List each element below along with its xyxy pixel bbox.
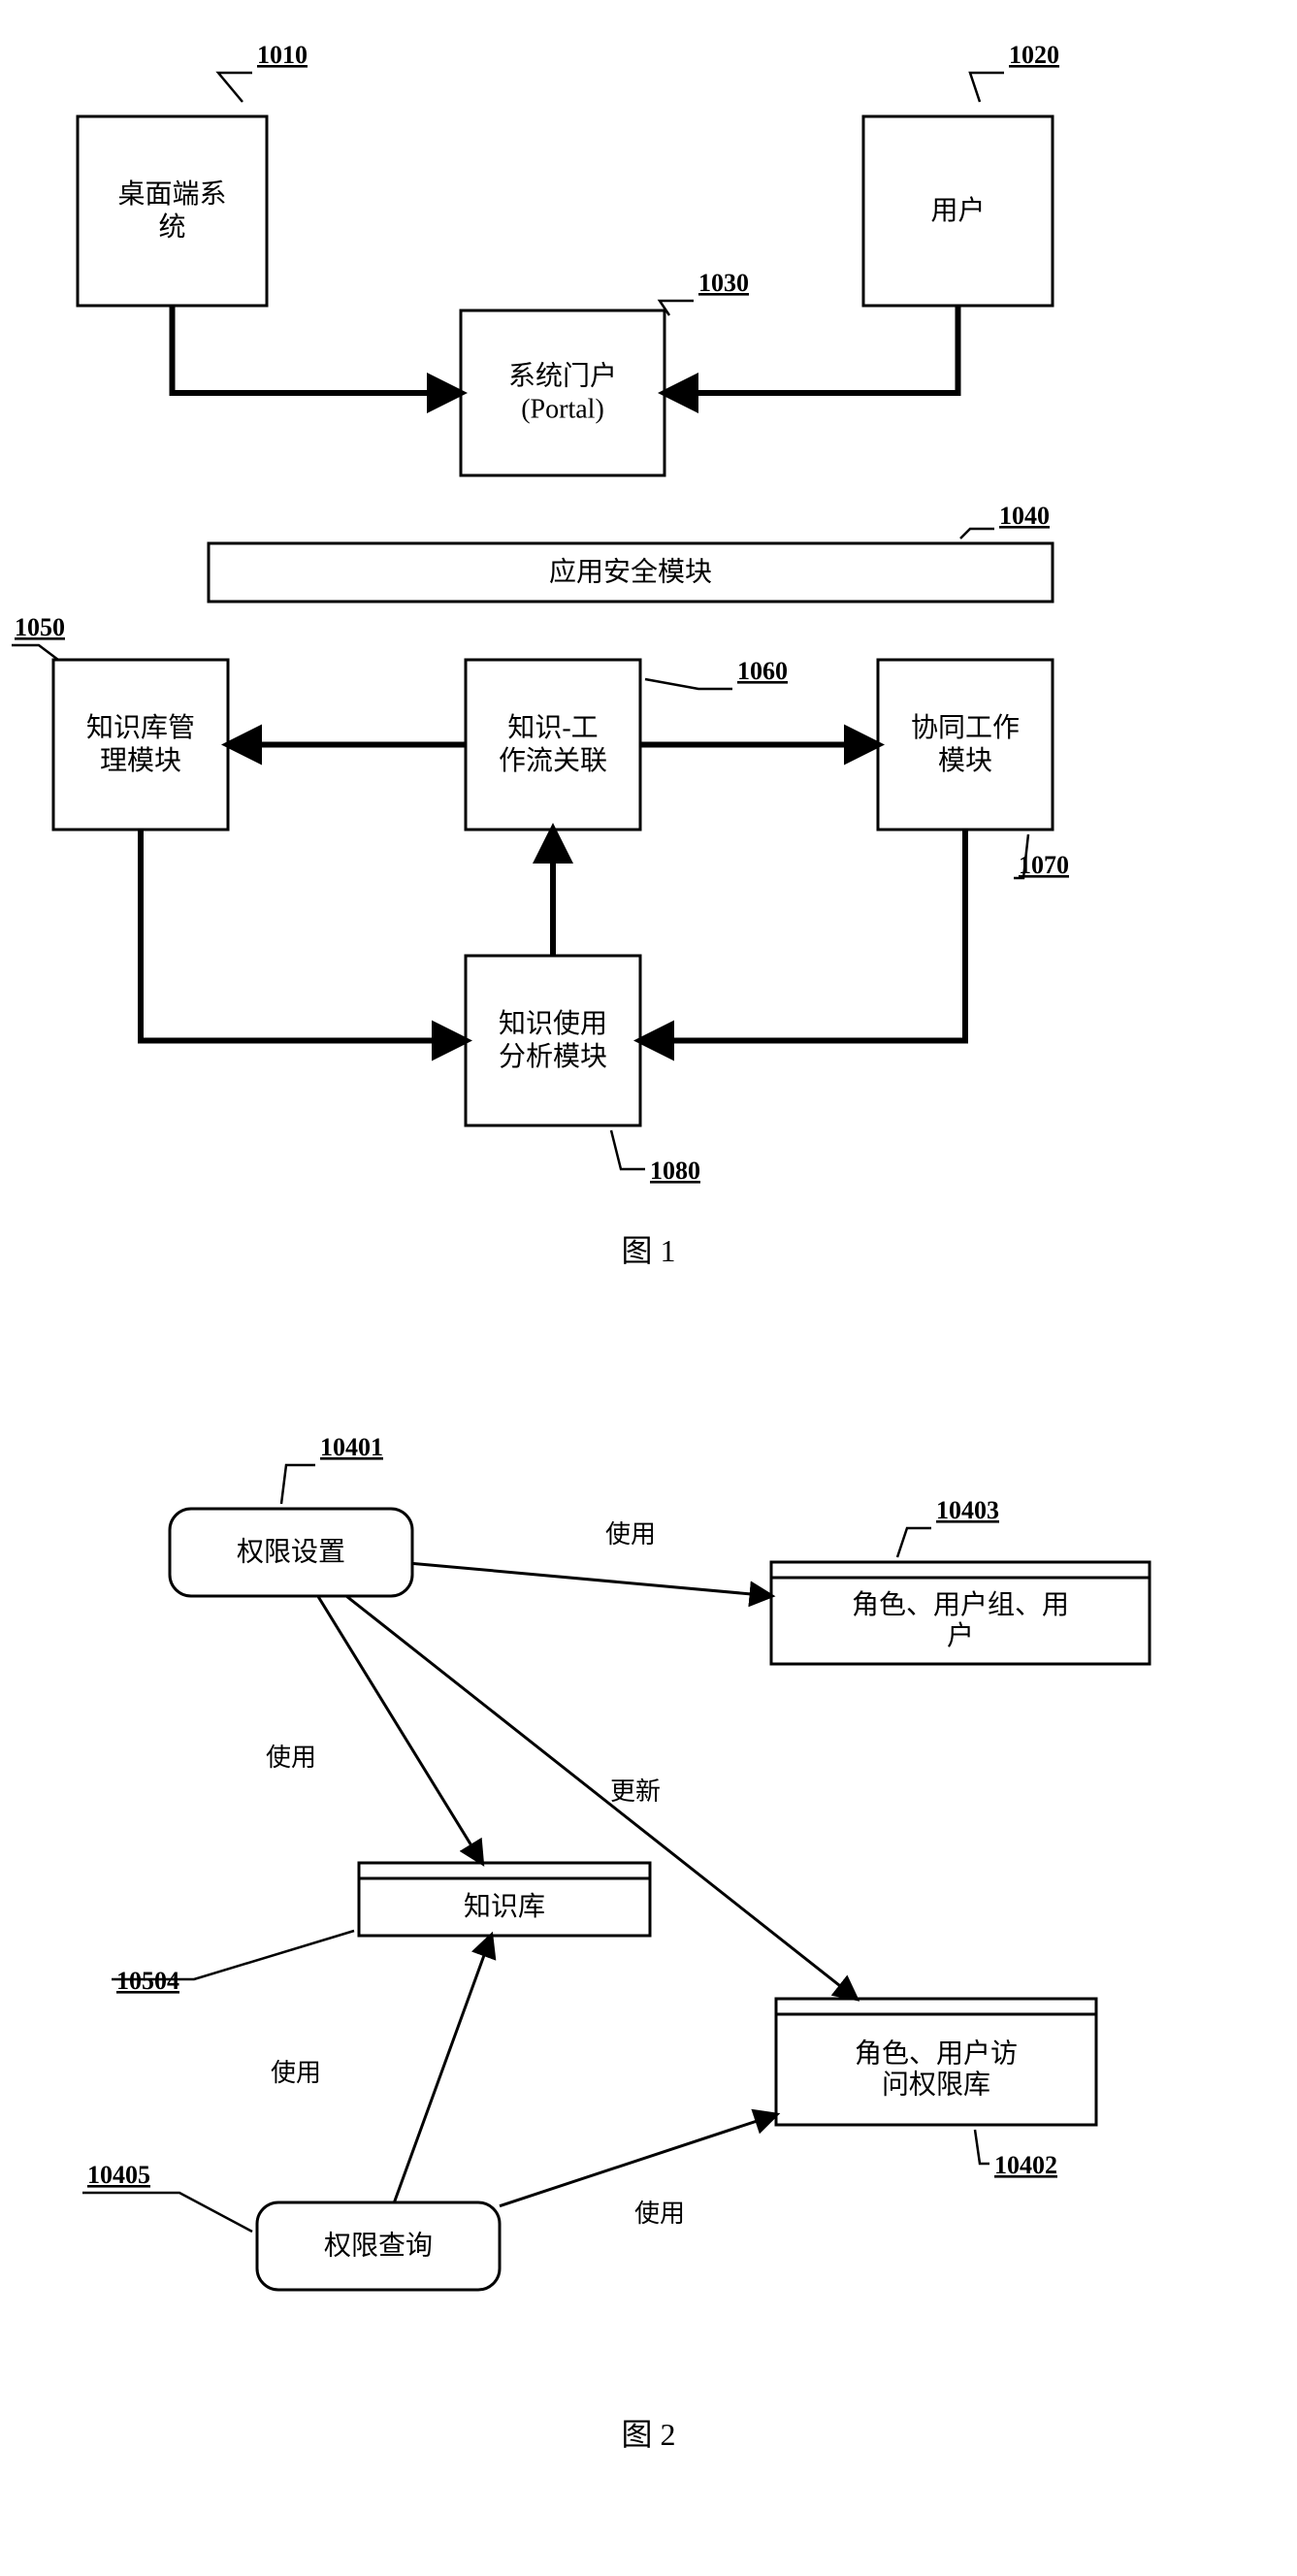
leader: 1080 [611,1130,700,1185]
node-portal: 系统门户(Portal) [461,310,665,475]
node-perm_set: 权限设置 [170,1509,412,1596]
arrow [394,1936,491,2202]
svg-text:10402: 10402 [994,2151,1057,2179]
svg-text:1070: 1070 [1019,851,1069,879]
svg-text:10405: 10405 [87,2161,150,2189]
svg-text:知识库: 知识库 [464,1891,545,1922]
svg-text:1050: 1050 [15,613,65,641]
arrow [141,830,466,1041]
svg-text:(Portal): (Portal) [521,395,604,425]
svg-text:分析模块: 分析模块 [499,1041,607,1072]
leader: 1070 [1014,834,1069,879]
svg-text:1040: 1040 [999,502,1050,530]
svg-text:使用: 使用 [271,2059,321,2087]
svg-text:权限设置: 权限设置 [237,1537,345,1568]
svg-text:理模块: 理模块 [100,745,181,776]
svg-text:10401: 10401 [320,1433,383,1461]
svg-text:使用: 使用 [266,1744,316,1772]
arrow [412,1563,771,1596]
svg-text:统: 统 [158,212,185,243]
arrow [318,1596,482,1863]
svg-text:角色、用户组、用: 角色、用户组、用 [852,1589,1069,1620]
leader: 10401 [281,1433,383,1504]
svg-text:协同工作: 协同工作 [911,712,1020,743]
leader: 10405 [82,2161,252,2232]
arrow [640,830,965,1041]
node-roles: 角色、用户组、用户 [771,1562,1150,1664]
svg-text:知识-工: 知识-工 [507,712,598,743]
leader: 1020 [970,41,1059,102]
leader: 1010 [218,41,308,102]
leader: 1060 [645,657,788,689]
arrow [173,306,462,393]
node-usage: 知识使用分析模块 [466,956,640,1125]
svg-text:应用安全模块: 应用安全模块 [549,557,712,588]
node-kb_wf: 知识-工作流关联 [466,660,640,830]
leader: 10402 [975,2130,1057,2179]
svg-text:1080: 1080 [650,1157,700,1185]
svg-text:角色、用户访: 角色、用户访 [855,2038,1018,2070]
svg-text:户: 户 [947,1620,974,1651]
svg-text:1010: 1010 [257,41,308,69]
svg-text:知识库管: 知识库管 [86,712,195,743]
leader: 1030 [660,269,749,315]
arrow [500,2115,776,2206]
node-perm_db: 角色、用户访问权限库 [776,1999,1096,2125]
node-collab: 协同工作模块 [878,660,1053,830]
leader: 10504 [112,1931,354,1995]
svg-text:1030: 1030 [698,269,749,297]
svg-text:使用: 使用 [634,2200,685,2228]
svg-text:权限查询: 权限查询 [324,2231,433,2262]
svg-text:作流关联: 作流关联 [499,745,607,776]
arrow [665,306,958,393]
svg-text:10504: 10504 [116,1967,179,1995]
node-kb: 知识库 [359,1863,650,1936]
svg-text:系统门户: 系统门户 [508,361,617,392]
leader: 1050 [12,613,65,660]
node-security: 应用安全模块 [209,543,1053,602]
node-kb_mgmt: 知识库管理模块 [53,660,228,830]
svg-text:问权限库: 问权限库 [882,2070,990,2101]
svg-text:用户: 用户 [930,195,985,226]
svg-text:桌面端系: 桌面端系 [117,179,226,210]
node-user: 用户 [863,116,1053,306]
svg-text:更新: 更新 [610,1777,661,1806]
node-desktop: 桌面端系统 [78,116,267,306]
svg-text:使用: 使用 [605,1520,656,1549]
leader: 10403 [897,1496,999,1557]
svg-text:10403: 10403 [936,1496,999,1524]
svg-text:1060: 1060 [737,657,788,685]
svg-text:1020: 1020 [1009,41,1059,69]
svg-text:知识使用: 知识使用 [499,1008,607,1039]
node-perm_query: 权限查询 [257,2202,500,2290]
svg-text:模块: 模块 [938,745,992,776]
leader: 1040 [960,502,1050,538]
svg-text:图 1: 图 1 [621,1233,675,1268]
svg-text:图 2: 图 2 [621,2417,675,2452]
